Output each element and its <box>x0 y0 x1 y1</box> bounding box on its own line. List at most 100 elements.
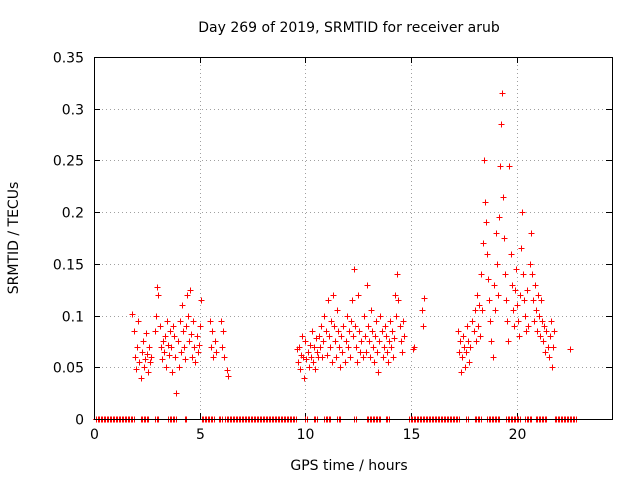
data-point <box>484 251 491 258</box>
data-point <box>194 333 201 340</box>
data-point <box>170 323 177 330</box>
data-point <box>197 323 204 330</box>
data-point <box>538 297 545 304</box>
data-point <box>155 292 162 299</box>
data-point <box>224 367 231 374</box>
data-point <box>384 349 391 356</box>
data-point <box>461 344 468 351</box>
data-point <box>462 364 469 371</box>
data-point <box>540 338 547 345</box>
data-point <box>208 344 215 351</box>
data-point <box>212 338 219 345</box>
data-point <box>483 219 490 226</box>
data-point <box>314 349 321 356</box>
data-point <box>387 318 394 325</box>
data-point <box>316 333 323 340</box>
data-point <box>369 328 376 335</box>
data-point <box>189 354 196 361</box>
data-point <box>501 235 508 242</box>
data-point <box>145 369 152 376</box>
data-point <box>385 359 392 366</box>
data-point <box>456 349 463 356</box>
data-point <box>183 323 190 330</box>
data-point <box>187 287 194 294</box>
data-point <box>367 354 374 361</box>
y-tick-label: 0.2 <box>62 206 84 222</box>
data-point <box>185 313 192 320</box>
data-point <box>302 338 309 345</box>
data-point <box>463 349 470 356</box>
data-point <box>371 359 378 366</box>
data-point <box>382 323 389 330</box>
data-point <box>297 366 304 373</box>
data-point <box>504 318 511 325</box>
data-point <box>479 307 486 314</box>
data-point <box>392 292 399 299</box>
data-point <box>158 344 165 351</box>
data-point <box>377 313 384 320</box>
data-point <box>207 318 214 325</box>
data-point <box>363 349 370 356</box>
data-point <box>509 282 516 289</box>
data-point <box>346 328 353 335</box>
data-point <box>397 323 404 330</box>
data-point <box>136 359 143 366</box>
data-point <box>381 344 388 351</box>
data-point <box>550 344 557 351</box>
data-point <box>373 318 380 325</box>
data-point <box>383 333 390 340</box>
data-point <box>181 344 188 351</box>
data-point <box>311 344 318 351</box>
data-point <box>166 352 173 359</box>
data-point <box>318 323 325 330</box>
data-point <box>321 313 328 320</box>
data-point <box>192 359 199 366</box>
data-point <box>375 369 382 376</box>
data-point <box>458 369 465 376</box>
data-point <box>349 297 356 304</box>
data-point <box>523 328 530 335</box>
data-point <box>519 209 526 216</box>
data-point <box>339 349 346 356</box>
data-point <box>168 344 175 351</box>
data-point <box>495 292 502 299</box>
data-point <box>360 354 367 361</box>
data-point <box>459 354 466 361</box>
data-point <box>515 318 522 325</box>
data-point <box>357 349 364 356</box>
data-point <box>467 344 474 351</box>
x-tick-label: 0 <box>90 427 99 443</box>
data-point <box>167 328 174 335</box>
data-point <box>345 344 352 351</box>
data-point <box>370 344 377 351</box>
data-point <box>131 328 138 335</box>
data-point <box>498 121 505 128</box>
data-point <box>534 328 541 335</box>
data-point <box>296 344 303 351</box>
data-point <box>380 354 387 361</box>
data-point <box>342 359 349 366</box>
y-tick-label: 0.3 <box>62 103 84 119</box>
data-point <box>153 313 160 320</box>
data-point <box>529 271 536 278</box>
data-point <box>171 333 178 340</box>
data-point <box>361 313 368 320</box>
data-point <box>301 375 308 382</box>
data-point <box>353 344 360 351</box>
data-point <box>368 307 375 314</box>
data-point <box>547 333 554 340</box>
data-point <box>140 338 147 345</box>
data-point <box>135 318 142 325</box>
data-point <box>148 354 155 361</box>
y-tick-label: 0.15 <box>53 258 84 274</box>
data-point <box>481 157 488 164</box>
data-point <box>512 287 519 294</box>
y-tick-label: 0.05 <box>53 361 84 377</box>
data-point <box>488 338 495 345</box>
data-point <box>455 328 462 335</box>
data-point <box>143 330 150 337</box>
data-point <box>389 328 396 335</box>
data-point <box>460 333 467 340</box>
data-point <box>474 292 481 299</box>
